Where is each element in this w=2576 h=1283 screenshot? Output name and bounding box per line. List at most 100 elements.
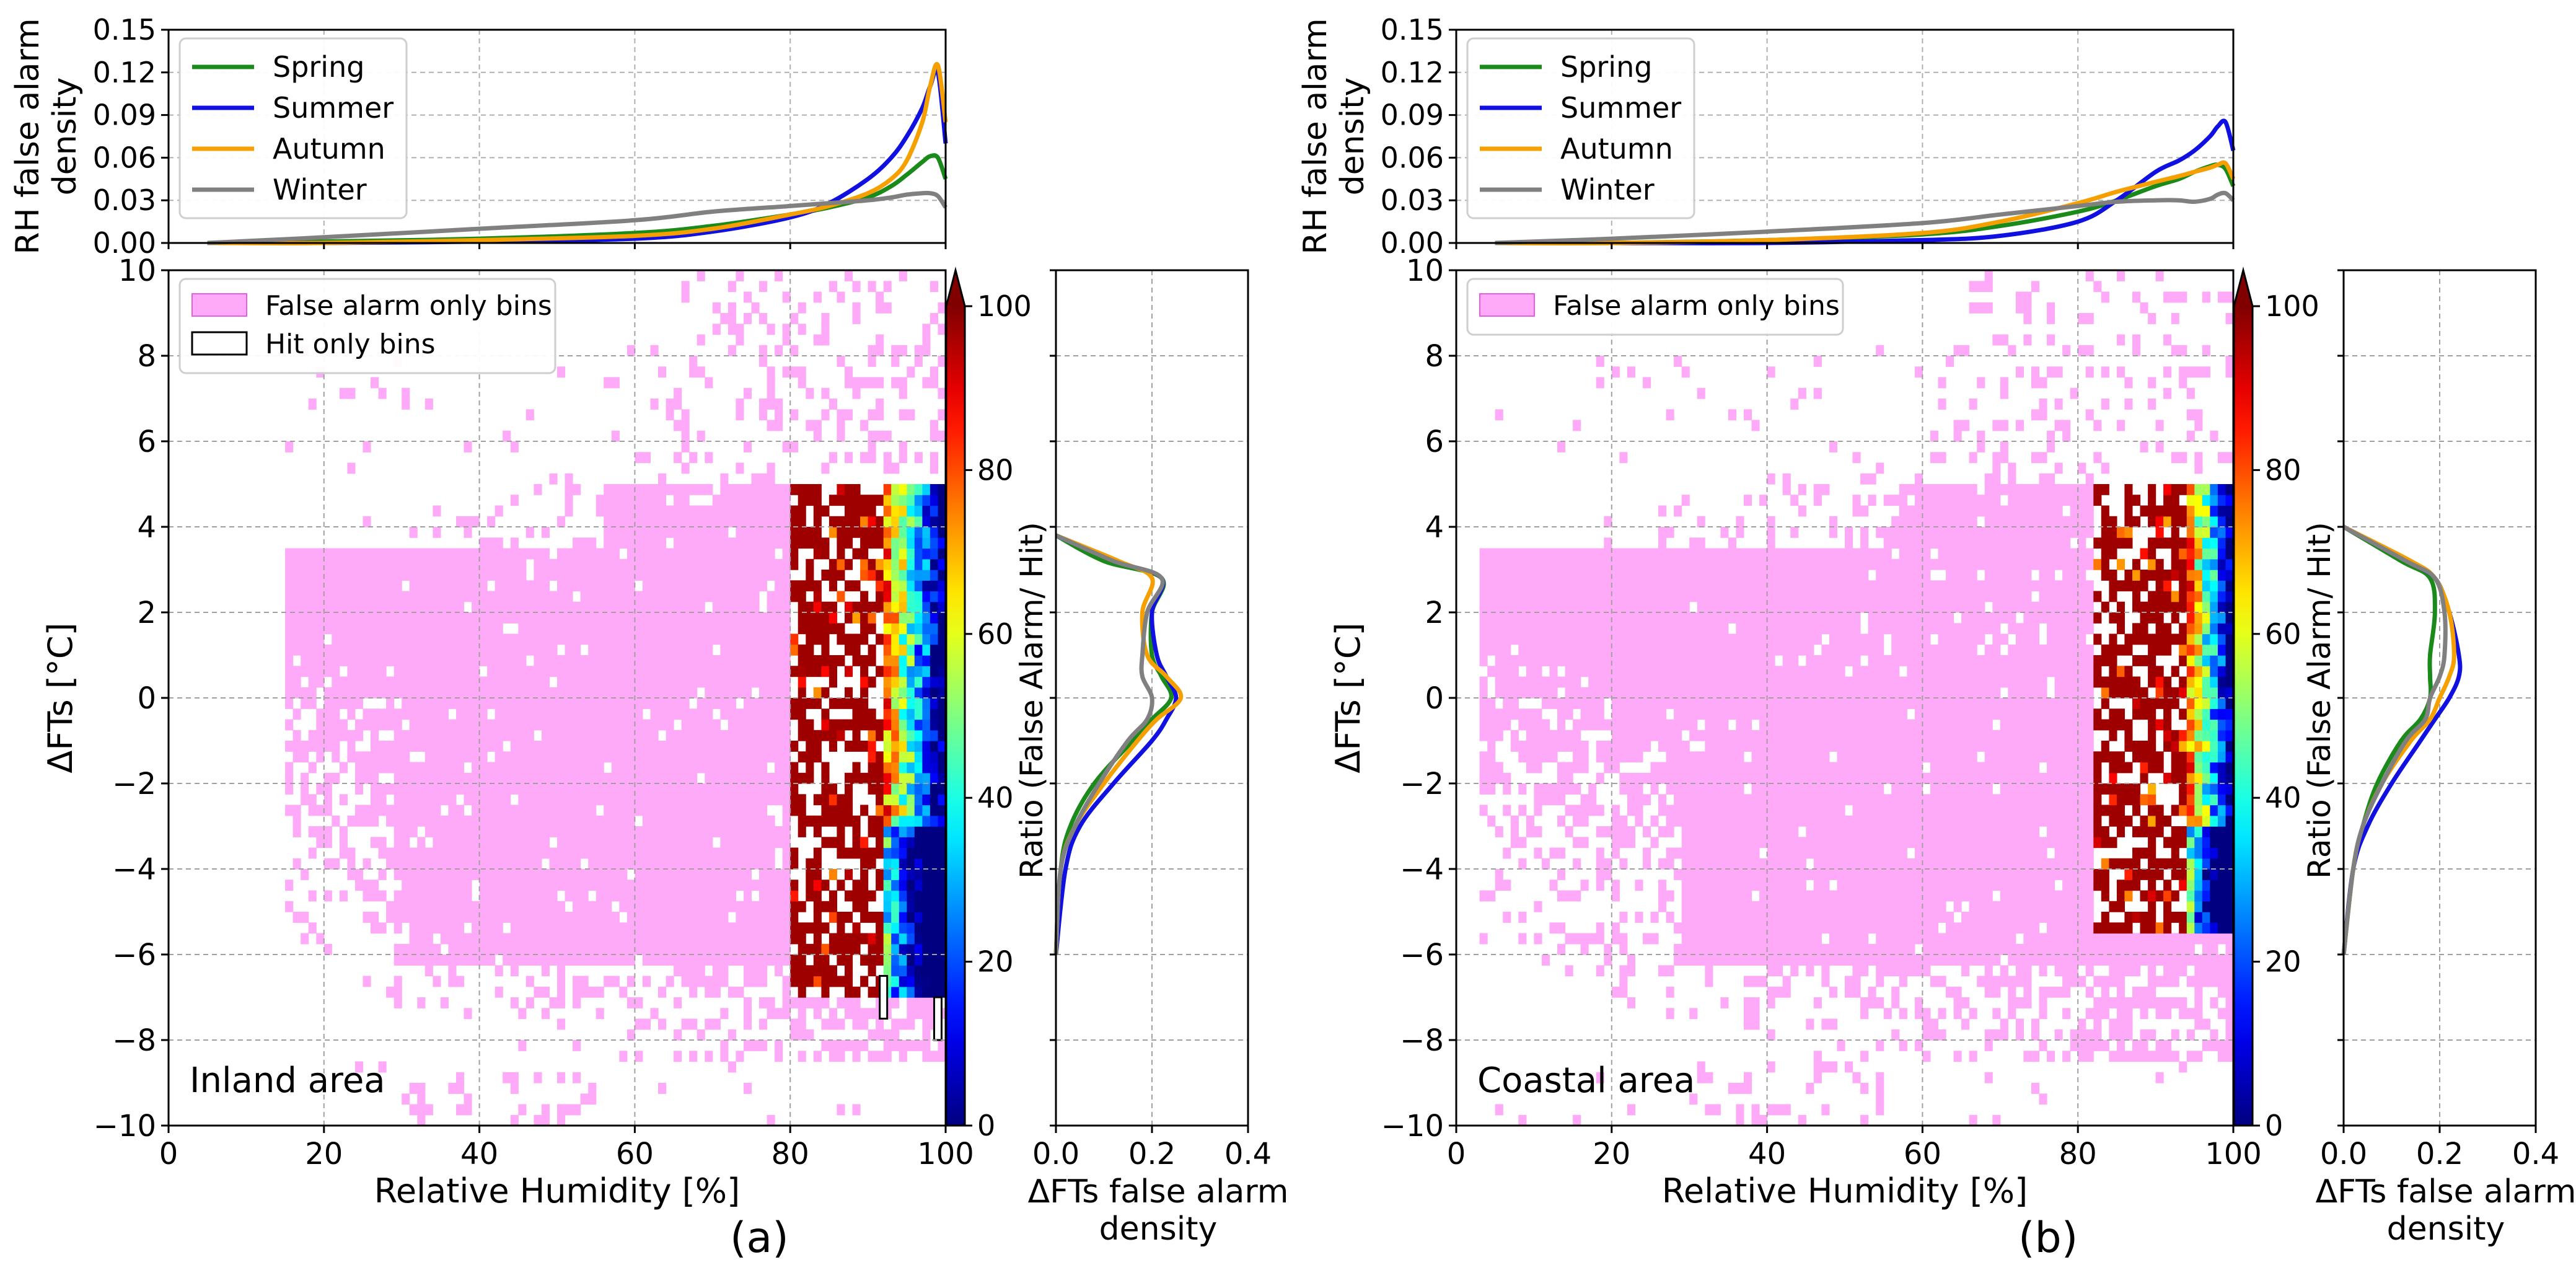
false-alarm-bin bbox=[573, 601, 581, 613]
false-alarm-bin bbox=[611, 591, 620, 602]
false-alarm-bin bbox=[1487, 601, 1496, 613]
false-alarm-bin bbox=[503, 751, 511, 763]
false-alarm-bin bbox=[1744, 847, 1752, 859]
false-alarm-bin bbox=[1720, 997, 1729, 1008]
ratio-bin bbox=[829, 805, 837, 816]
false-alarm-bin bbox=[534, 666, 542, 677]
false-alarm-bin bbox=[433, 708, 441, 720]
false-alarm-bin bbox=[681, 933, 690, 945]
false-alarm-bin bbox=[495, 698, 503, 709]
false-alarm-bin bbox=[751, 676, 760, 688]
false-alarm-bin bbox=[650, 633, 659, 645]
heat-ytick-label: −2 bbox=[112, 767, 156, 801]
false-alarm-bin bbox=[744, 912, 752, 923]
false-alarm-bin bbox=[1767, 880, 1775, 891]
false-alarm-bin bbox=[1596, 633, 1604, 645]
false-alarm-bin bbox=[1479, 655, 1488, 666]
colorbar-frame bbox=[945, 267, 966, 1127]
false-alarm-bin bbox=[1565, 633, 1573, 645]
false-alarm-bin bbox=[495, 633, 503, 645]
false-alarm-bin bbox=[1510, 687, 1519, 699]
false-alarm-bin bbox=[767, 558, 775, 570]
false-alarm-bin bbox=[588, 772, 597, 784]
false-alarm-bin bbox=[565, 676, 573, 688]
false-alarm-bin bbox=[316, 826, 325, 837]
false-alarm-bin bbox=[503, 1072, 511, 1083]
false-alarm-bin bbox=[697, 933, 705, 945]
false-alarm-bin bbox=[1689, 805, 1698, 816]
false-alarm-bin bbox=[448, 805, 457, 816]
false-alarm-bin bbox=[363, 772, 371, 784]
false-alarm-bin bbox=[424, 815, 433, 827]
false-alarm-bin bbox=[1736, 880, 1744, 891]
false-alarm-bin bbox=[573, 986, 581, 998]
false-alarm-bin bbox=[1767, 741, 1775, 752]
ratio-bin bbox=[845, 516, 853, 527]
false-alarm-bin bbox=[1495, 601, 1503, 613]
false-alarm-bin bbox=[759, 570, 768, 581]
false-alarm-bin bbox=[1503, 548, 1511, 560]
false-alarm-bin bbox=[1503, 612, 1511, 624]
false-alarm-bin bbox=[1697, 601, 1705, 613]
false-alarm-bin bbox=[751, 505, 760, 517]
false-alarm-bin bbox=[751, 847, 760, 859]
false-alarm-bin bbox=[666, 516, 674, 527]
false-alarm-bin bbox=[611, 516, 620, 527]
false-alarm-bin bbox=[1767, 869, 1775, 880]
false-alarm-bin bbox=[705, 794, 713, 806]
false-alarm-bin bbox=[1712, 922, 1721, 934]
ratio-bin bbox=[860, 505, 869, 517]
false-alarm-bin bbox=[1487, 570, 1496, 581]
false-alarm-bin bbox=[472, 633, 480, 645]
false-alarm-bin bbox=[433, 815, 441, 827]
ratio-bin bbox=[930, 676, 938, 688]
false-alarm-bin bbox=[604, 612, 612, 624]
false-alarm-bin bbox=[626, 495, 635, 506]
false-alarm-bin bbox=[456, 805, 465, 816]
false-alarm-bin bbox=[806, 1029, 814, 1041]
false-alarm-bin bbox=[402, 601, 410, 613]
false-alarm-bin bbox=[1596, 869, 1604, 880]
false-alarm-bin bbox=[433, 644, 441, 656]
false-alarm-bin bbox=[837, 409, 845, 421]
false-alarm-bin bbox=[681, 794, 690, 806]
false-alarm-bin bbox=[424, 805, 433, 816]
false-alarm-bin bbox=[619, 869, 628, 880]
false-alarm-bin bbox=[1720, 826, 1729, 837]
ratio-bin bbox=[821, 687, 830, 699]
false-alarm-bin bbox=[1744, 815, 1752, 827]
false-alarm-bin bbox=[363, 591, 371, 602]
false-alarm-bin bbox=[409, 890, 418, 902]
false-alarm-bin bbox=[292, 644, 301, 656]
false-alarm-bin bbox=[316, 933, 325, 945]
ratio-bin bbox=[860, 772, 869, 784]
ratio-bin bbox=[813, 612, 822, 624]
false-alarm-bin bbox=[386, 847, 395, 859]
false-alarm-bin bbox=[1510, 601, 1519, 613]
false-alarm-bin bbox=[424, 943, 433, 955]
false-alarm-bin bbox=[650, 1008, 659, 1020]
false-alarm-bin bbox=[1565, 666, 1573, 677]
false-alarm-bin bbox=[650, 687, 659, 699]
false-alarm-bin bbox=[728, 537, 736, 549]
false-alarm-bin bbox=[495, 558, 503, 570]
false-alarm-bin bbox=[1736, 687, 1744, 699]
ratio-bin bbox=[860, 527, 869, 538]
false-alarm-bin bbox=[635, 826, 643, 837]
false-alarm-bin bbox=[782, 943, 791, 955]
false-alarm-bin bbox=[635, 495, 643, 506]
ratio-bin bbox=[907, 751, 915, 763]
false-alarm-bin bbox=[775, 612, 783, 624]
ratio-bin bbox=[891, 601, 900, 613]
false-alarm-bin bbox=[417, 1114, 426, 1126]
false-alarm-bin bbox=[658, 558, 667, 570]
false-alarm-bin bbox=[472, 869, 480, 880]
ratio-bin bbox=[852, 505, 861, 517]
false-alarm-bin bbox=[588, 537, 597, 549]
false-alarm-bin bbox=[759, 484, 768, 495]
ratio-bin bbox=[821, 965, 830, 977]
false-alarm-bin bbox=[573, 869, 581, 880]
false-alarm-bin bbox=[642, 847, 651, 859]
false-alarm-bin bbox=[510, 580, 519, 592]
false-alarm-bin bbox=[798, 377, 806, 389]
